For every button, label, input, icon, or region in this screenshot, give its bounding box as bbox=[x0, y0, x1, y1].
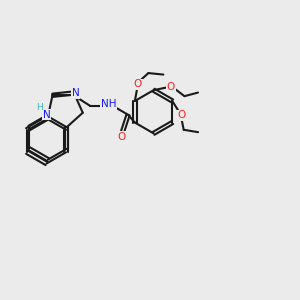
Text: O: O bbox=[177, 110, 185, 120]
Text: N: N bbox=[43, 110, 50, 120]
Text: NH: NH bbox=[101, 99, 116, 109]
Text: O: O bbox=[167, 82, 175, 92]
Text: O: O bbox=[117, 132, 125, 142]
Text: O: O bbox=[134, 80, 142, 89]
Text: N: N bbox=[72, 88, 79, 98]
Text: H: H bbox=[36, 103, 43, 112]
